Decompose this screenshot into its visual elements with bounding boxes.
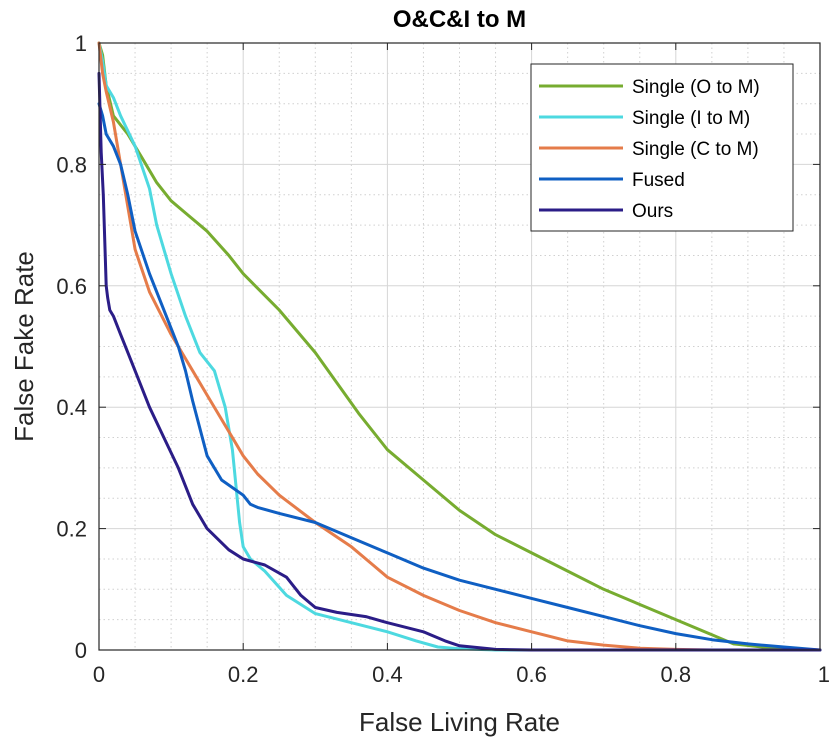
series-line-1 — [97, 41, 822, 652]
chart-title: O&C&I to M — [393, 6, 526, 33]
y-tick-label: 0.2 — [56, 517, 87, 542]
series-line-4 — [97, 102, 822, 652]
y-tick-label: 0.6 — [56, 274, 87, 299]
legend: Single (O to M) Single (I to M) Single (C … — [530, 63, 794, 232]
x-tick-label: 0 — [93, 662, 105, 687]
x-tick-label: 0.4 — [372, 662, 403, 687]
x-axis-label: False Living Rate — [359, 707, 560, 737]
legend-label-3: Single (C to M) — [632, 139, 759, 160]
y-tick-labels: 0 0.2 0.4 0.6 0.8 1 — [56, 31, 87, 663]
x-tick-labels: 0 0.2 0.4 0.6 0.8 1 — [93, 662, 830, 687]
tick-marks — [98, 42, 821, 651]
y-axis-label: False Fake Rate — [9, 251, 39, 442]
series-line-3 — [97, 41, 822, 652]
series-line-5 — [97, 71, 822, 652]
x-tick-label: 0.2 — [228, 662, 259, 687]
x-tick-label: 1 — [818, 662, 830, 687]
y-tick-label: 0.4 — [56, 395, 87, 420]
legend-label-1: Single (O to M) — [632, 77, 760, 98]
y-tick-label: 1 — [75, 31, 87, 56]
series-group — [97, 41, 822, 652]
legend-label-4: Fused — [632, 170, 685, 191]
x-tick-label: 0.8 — [661, 662, 692, 687]
legend-label-5: Ours — [632, 201, 673, 222]
y-tick-label: 0.8 — [56, 152, 87, 177]
series-line-2 — [97, 41, 822, 652]
y-tick-label: 0 — [75, 638, 87, 663]
plot-frame — [98, 42, 821, 651]
x-tick-label: 0.6 — [516, 662, 547, 687]
legend-label-2: Single (I to M) — [632, 108, 750, 129]
